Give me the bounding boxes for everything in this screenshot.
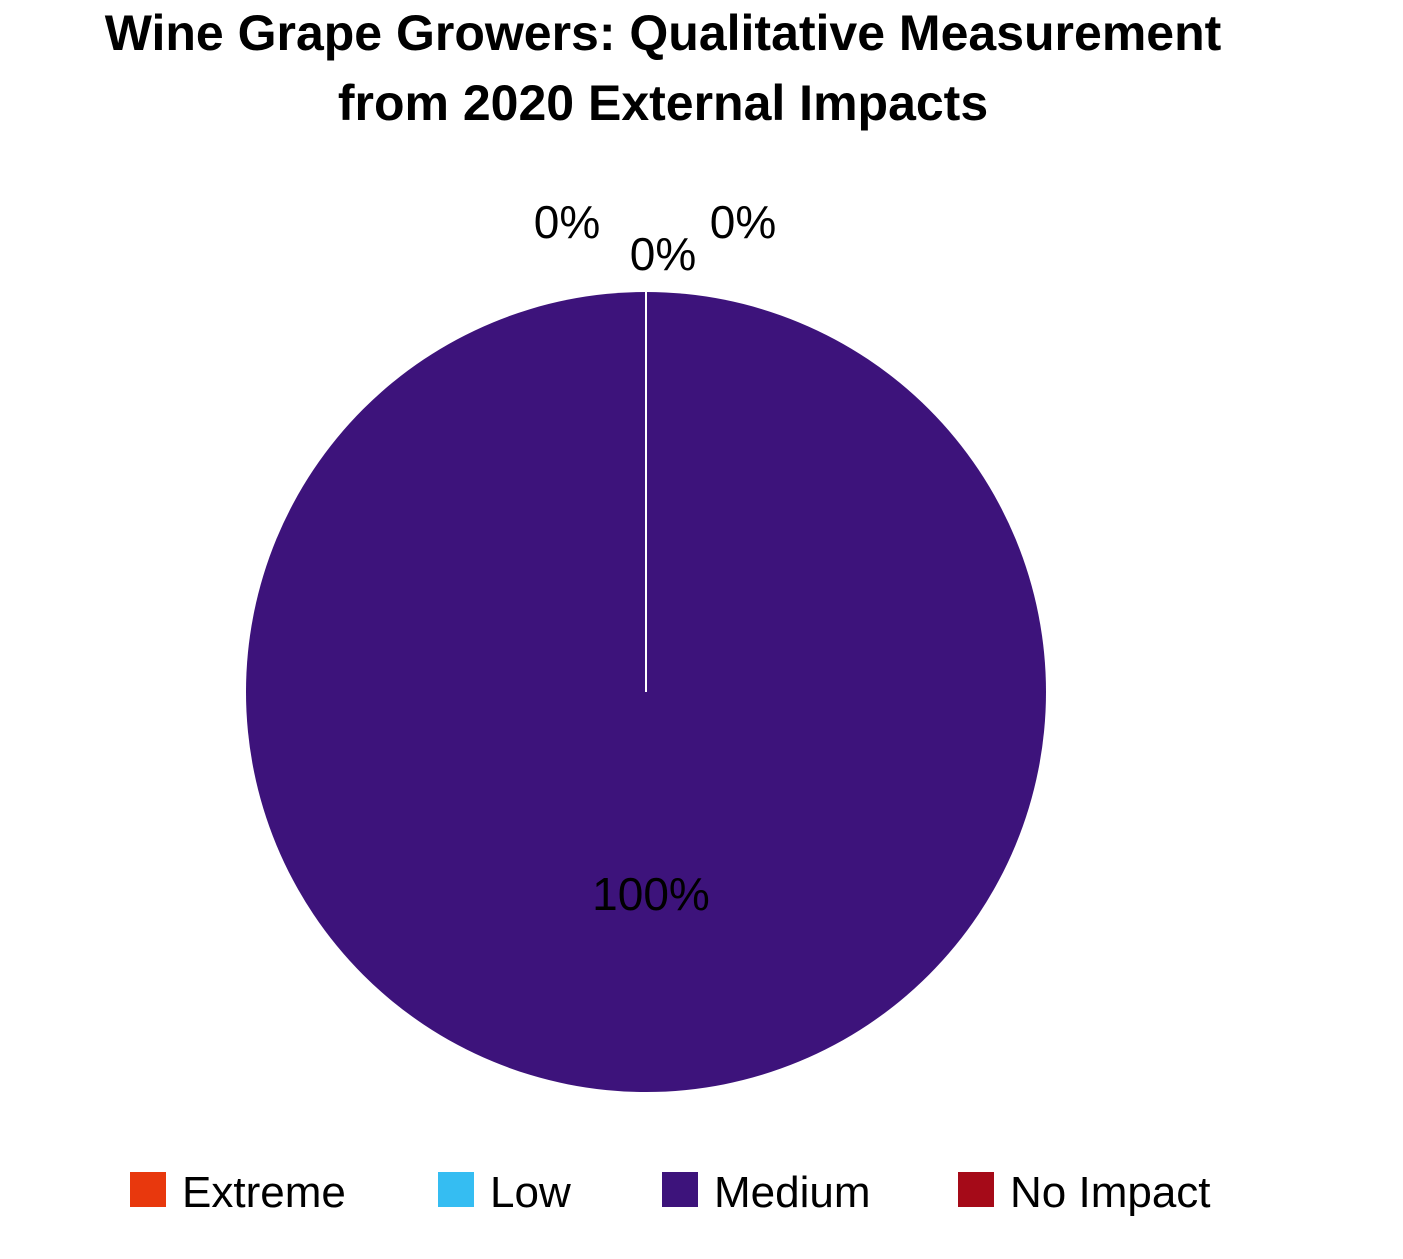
data-label-no-impact: 0% xyxy=(710,196,776,248)
legend-label-low: Low xyxy=(490,1168,571,1217)
legend-label-extreme: Extreme xyxy=(182,1168,346,1217)
legend-label-no-impact: No Impact xyxy=(1010,1168,1211,1217)
legend-swatch-medium xyxy=(662,1172,698,1207)
data-label-medium: 100% xyxy=(592,868,710,920)
legend-swatch-low xyxy=(438,1172,474,1207)
legend-item-extreme: Extreme xyxy=(130,1168,346,1217)
pie-data-labels: 0% 0% 100% 0% xyxy=(534,196,776,920)
legend: Extreme Low Medium No Impact xyxy=(130,1168,1211,1217)
legend-swatch-extreme xyxy=(130,1172,166,1207)
pie-slices xyxy=(246,292,1046,1092)
legend-swatch-no-impact xyxy=(958,1172,994,1207)
chart-title-line-2: from 2020 External Impacts xyxy=(338,75,988,131)
legend-label-medium: Medium xyxy=(714,1168,871,1217)
data-label-extreme: 0% xyxy=(534,196,600,248)
legend-item-medium: Medium xyxy=(662,1168,871,1217)
chart-title-line-1: Wine Grape Growers: Qualitative Measurem… xyxy=(105,5,1222,61)
legend-item-no-impact: No Impact xyxy=(958,1168,1211,1217)
legend-item-low: Low xyxy=(438,1168,571,1217)
data-label-low: 0% xyxy=(630,228,696,280)
